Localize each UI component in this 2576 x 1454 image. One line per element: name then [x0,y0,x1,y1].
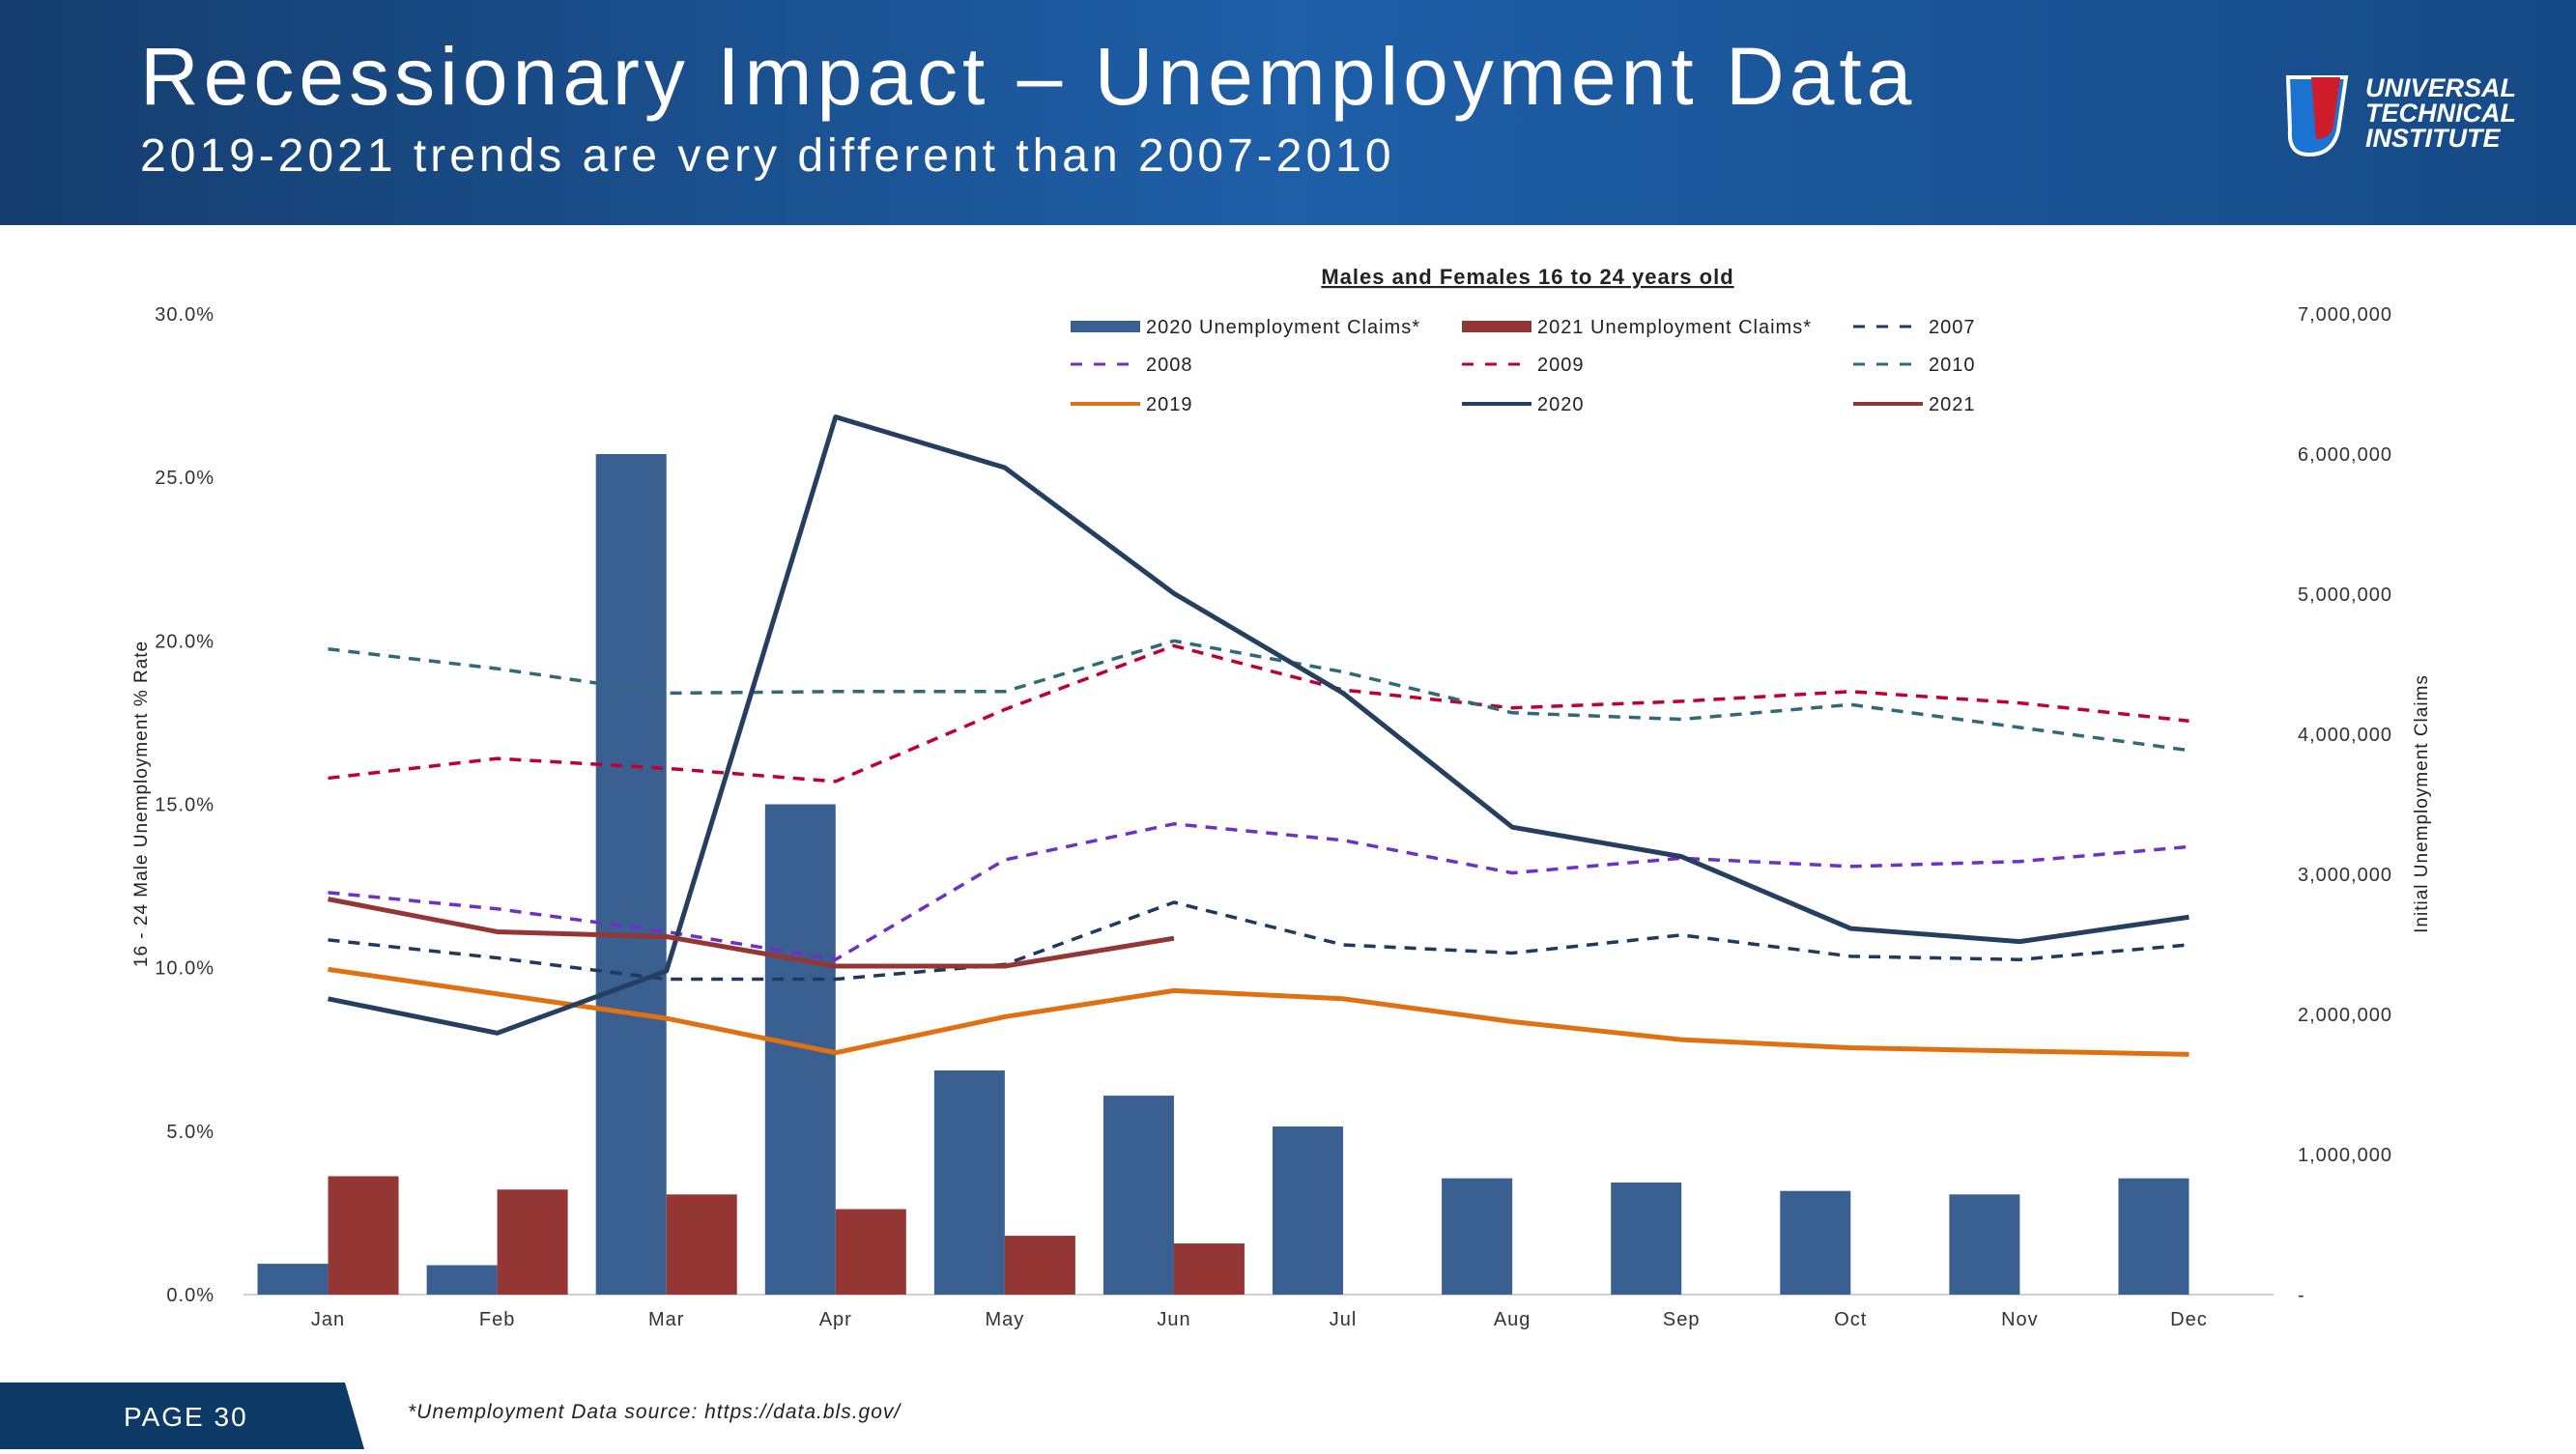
y-tick-label: 20.0% [155,631,215,652]
y2-tick-label: 1,000,000 [2298,1145,2392,1166]
x-tick-label: Jul [1330,1309,1358,1330]
x-tick-label: Jan [311,1309,345,1330]
y2-tick-label: 5,000,000 [2298,584,2392,606]
legend-label: 2010 [1929,355,1976,376]
bar [595,454,667,1295]
line [328,414,2190,1036]
bar [328,1176,399,1295]
y-tick-label: 10.0% [155,958,215,980]
legend-label: 2021 Unemployment Claims* [1537,317,1812,338]
legend-swatch [1462,321,1531,332]
legend-label: 2019 [1146,394,1193,415]
y2-tick-label: 2,000,000 [2298,1005,2392,1026]
x-tick-label: Apr [819,1309,852,1330]
y2-axis-label: Initial Unemployment Claims [2412,674,2432,933]
chart-title: Males and Females 16 to 24 years old [1321,265,1733,289]
y-tick-label: 15.0% [155,795,215,816]
legend-label: 2020 Unemployment Claims* [1146,317,1420,338]
slide-subtitle: 2019-2021 trends are very different than… [140,130,1395,182]
line [328,966,2190,1057]
y-axis-label: 16 - 24 Male Unemployment % Rate [131,641,152,967]
bar [933,1070,1005,1295]
x-tick-label: Jun [1157,1309,1190,1330]
slide-title: Recessionary Impact – Unemployment Data [140,31,1916,122]
bar [1273,1126,1344,1295]
bar [1611,1183,1682,1295]
page-number: PAGE 30 [124,1402,248,1432]
legend-label: 2009 [1537,355,1585,376]
x-tick-label: Dec [2170,1309,2208,1330]
y2-tick-label: 6,000,000 [2298,444,2392,466]
x-tick-label: May [985,1309,1024,1330]
y2-tick-label: 4,000,000 [2298,725,2392,746]
bar [1173,1243,1245,1295]
x-tick-label: Sep [1663,1309,1701,1330]
legend-label: 2008 [1146,355,1193,376]
legend-label: 2007 [1929,317,1976,338]
y-tick-label: 30.0% [155,304,215,326]
bar [1949,1194,2020,1295]
footer-tab [0,1383,364,1449]
bar [1442,1178,1513,1295]
bar [497,1189,568,1295]
line [328,900,2190,982]
logo-text: UNIVERSAL [2365,73,2516,102]
bar [666,1194,737,1295]
bar [1102,1096,1174,1295]
y-tick-label: 5.0% [166,1122,215,1143]
header-band [0,0,2576,225]
x-tick-label: Nov [2001,1309,2039,1330]
line [328,822,2190,961]
line [328,897,1175,969]
bar [2118,1178,2190,1295]
bar [1780,1190,1851,1295]
logo-text: TECHNICAL [2365,99,2516,128]
y-tick-label: 0.0% [166,1285,215,1306]
x-tick-label: Feb [479,1309,515,1330]
line [328,643,2190,784]
x-tick-label: Mar [648,1309,684,1330]
y-tick-label: 25.0% [155,468,215,489]
bar [257,1264,329,1295]
logo-text: INSTITUTE [2365,124,2501,153]
legend-swatch [1071,321,1140,332]
bar [426,1265,498,1295]
x-tick-label: Aug [1494,1309,1531,1330]
y2-tick-label: 3,000,000 [2298,865,2392,886]
x-tick-label: Oct [1834,1309,1867,1330]
bar [835,1209,906,1295]
y2-tick-label: 7,000,000 [2298,304,2392,326]
legend-label: 2021 [1929,394,1976,415]
logo: UNIVERSAL TECHNICAL INSTITUTE [2285,73,2516,157]
line [328,639,2190,753]
legend-label: 2020 [1537,394,1585,415]
bar [1004,1236,1075,1295]
source-note: *Unemployment Data source: https://data.… [408,1401,902,1423]
y2-tick-label: - [2298,1285,2305,1306]
